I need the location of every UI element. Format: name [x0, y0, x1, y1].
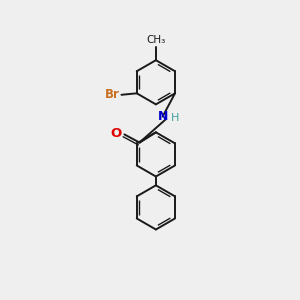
Text: N: N	[158, 110, 168, 123]
Text: O: O	[111, 127, 122, 140]
Text: H: H	[171, 113, 179, 123]
Text: Br: Br	[105, 88, 120, 101]
Text: CH₃: CH₃	[146, 35, 166, 45]
